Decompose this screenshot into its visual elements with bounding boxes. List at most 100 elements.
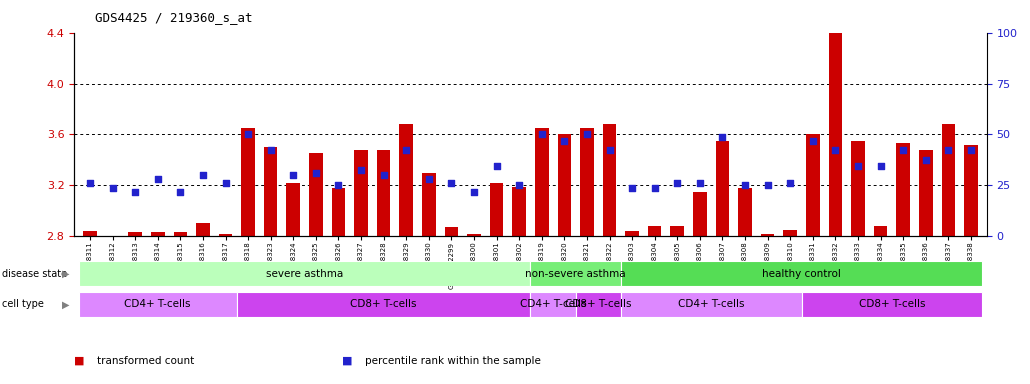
Text: ■: ■ [74, 356, 84, 366]
Point [556, 138, 573, 144]
Text: GDS4425 / 219360_s_at: GDS4425 / 219360_s_at [95, 12, 252, 25]
Point [872, 163, 889, 169]
Bar [196, 223, 210, 236]
Bar [354, 150, 368, 236]
Point [850, 163, 866, 169]
Point [602, 147, 618, 153]
Bar [693, 192, 707, 236]
Text: non-severe asthma: non-severe asthma [525, 268, 626, 279]
Bar [78, 292, 237, 317]
Point [759, 182, 776, 188]
Point [827, 147, 844, 153]
Point [149, 176, 166, 182]
Point [81, 180, 98, 186]
Bar [377, 150, 390, 236]
Bar [400, 124, 413, 236]
Bar [468, 233, 481, 236]
Bar [490, 183, 504, 236]
Bar [530, 292, 576, 317]
Point [466, 189, 482, 195]
Bar [241, 128, 254, 236]
Text: percentile rank within the sample: percentile rank within the sample [365, 356, 541, 366]
Point [331, 182, 347, 188]
Bar [129, 232, 142, 236]
Text: cell type: cell type [2, 299, 44, 310]
Bar [941, 124, 955, 236]
Point [217, 180, 234, 186]
Bar [535, 128, 549, 236]
Bar [580, 128, 593, 236]
Point [624, 185, 641, 191]
Point [104, 185, 121, 191]
Point [240, 131, 256, 137]
Bar [78, 261, 530, 286]
Text: CD8+ T-cells: CD8+ T-cells [859, 299, 925, 310]
Bar [237, 292, 530, 317]
Bar [828, 22, 843, 236]
Text: severe asthma: severe asthma [266, 268, 343, 279]
Text: CD4+ T-cells: CD4+ T-cells [520, 299, 586, 310]
Point [353, 167, 370, 173]
Text: CD8+ T-cells: CD8+ T-cells [565, 299, 631, 310]
Point [285, 172, 302, 178]
Point [488, 163, 505, 169]
Bar [151, 232, 165, 236]
Bar [83, 231, 97, 236]
Bar [801, 292, 983, 317]
Bar [576, 292, 621, 317]
Bar [530, 261, 621, 286]
Bar [964, 145, 977, 236]
Bar [851, 141, 865, 236]
Bar [264, 147, 277, 236]
Bar [603, 124, 616, 236]
Point [782, 180, 798, 186]
Bar [625, 231, 639, 236]
Point [443, 180, 459, 186]
Point [534, 131, 550, 137]
Point [714, 134, 730, 140]
Bar [761, 233, 775, 236]
Bar [621, 261, 983, 286]
Point [691, 180, 708, 186]
Bar [919, 150, 932, 236]
Point [895, 147, 912, 153]
Text: ▶: ▶ [62, 299, 69, 310]
Bar [648, 226, 661, 236]
Point [736, 182, 753, 188]
Bar [286, 183, 300, 236]
Bar [873, 226, 888, 236]
Point [940, 147, 957, 153]
Bar [739, 188, 752, 236]
Bar [512, 187, 526, 236]
Text: ▶: ▶ [62, 268, 69, 279]
Point [127, 189, 143, 195]
Bar [671, 226, 684, 236]
Bar [716, 141, 729, 236]
Point [963, 147, 980, 153]
Bar [896, 143, 909, 236]
Text: CD4+ T-cells: CD4+ T-cells [678, 299, 745, 310]
Point [172, 189, 188, 195]
Point [511, 182, 527, 188]
Text: transformed count: transformed count [97, 356, 194, 366]
Point [398, 147, 414, 153]
Point [195, 172, 211, 178]
Bar [332, 188, 345, 236]
Text: healthy control: healthy control [762, 268, 840, 279]
Point [579, 131, 595, 137]
Bar [445, 227, 458, 236]
Bar [173, 232, 187, 236]
Point [420, 176, 437, 182]
Text: disease state: disease state [2, 268, 67, 279]
Bar [806, 134, 820, 236]
Bar [784, 230, 797, 236]
Text: CD8+ T-cells: CD8+ T-cells [350, 299, 417, 310]
Bar [557, 134, 571, 236]
Point [308, 169, 324, 175]
Point [670, 180, 686, 186]
Point [804, 138, 821, 144]
Point [375, 172, 391, 178]
Bar [309, 154, 322, 236]
Point [647, 185, 663, 191]
Text: CD4+ T-cells: CD4+ T-cells [125, 299, 191, 310]
